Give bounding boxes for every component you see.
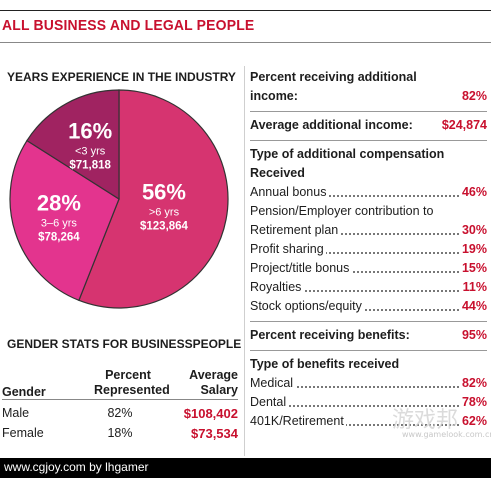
gender-header: Gender (2, 385, 46, 399)
dotted-leader (250, 386, 487, 388)
list-item-value: 44% (459, 297, 487, 316)
divider (250, 111, 487, 112)
dotted-leader (250, 309, 487, 311)
percent-header: Percent Represented (94, 368, 170, 398)
watermark-logo: 游戏邦 (392, 408, 459, 433)
dotted-leader (250, 424, 487, 426)
list-item-label: Retirement plan (250, 223, 341, 237)
header-underline (2, 399, 238, 400)
column-divider (244, 66, 245, 456)
list-item: Profit sharing 19% (250, 240, 487, 259)
dotted-leader (250, 405, 487, 407)
pie-salary-label: $123,864 (140, 221, 189, 233)
pie-salary-label: $78,264 (38, 232, 80, 244)
gender-cell: Female (2, 426, 44, 440)
avg-additional-value: $24,874 (439, 116, 487, 135)
percent-header-line2: Represented (94, 383, 170, 397)
list-item-value: 11% (460, 278, 487, 297)
pie-percent-label: 56% (142, 180, 186, 205)
pie-slice (78, 89, 229, 309)
list-item-value: 15% (459, 259, 487, 278)
pie-percent-label: 16% (68, 118, 112, 143)
benefit-types-title: Type of benefits received (250, 357, 400, 371)
dotted-leader (250, 271, 487, 273)
list-item: Pension/Employer contribution to (250, 202, 487, 221)
list-item-label: Dental (250, 395, 289, 409)
pie-range-label: <3 yrs (75, 145, 106, 157)
dotted-leader (250, 195, 487, 197)
top-rule (0, 10, 491, 11)
pie-range-label: >6 yrs (149, 207, 180, 219)
additional-income-row: income: 82% (250, 87, 487, 106)
additional-income-label-1: Percent receiving additional (250, 70, 417, 84)
list-item-value: 19% (459, 240, 487, 259)
pie-slice (9, 139, 120, 302)
footer-bar: www.cgjoy.com by lhgamer (0, 458, 491, 478)
list-item: Medical 82% (250, 374, 487, 393)
list-item-value: 78% (459, 393, 487, 412)
divider (250, 140, 487, 141)
divider (250, 321, 487, 322)
list-item-label: Royalties (250, 280, 304, 294)
list-item: Stock options/equity 44% (250, 297, 487, 316)
comp-types-title-1: Type of additional compensation (250, 147, 445, 161)
comp-types-title-2: Received (250, 166, 305, 180)
pie-range-label: 3–6 yrs (41, 218, 78, 230)
table-row: Female 18% $73,534 (2, 426, 238, 444)
percent-header-line1: Percent (105, 368, 151, 382)
list-item: Project/title bonus 15% (250, 259, 487, 278)
list-item: Retirement plan 30% (250, 221, 487, 240)
dotted-leader (250, 233, 487, 235)
comp-types-list: Annual bonus 46% Pension/Employer contribu… (250, 183, 487, 316)
gender-cell: Male (2, 406, 30, 420)
salary-header-line2: Salary (200, 383, 238, 397)
benefits-value: 95% (459, 326, 487, 345)
list-item: Royalties 11% (250, 278, 487, 297)
pie-salary-label: $71,818 (69, 159, 111, 171)
list-item-value: 46% (459, 183, 487, 202)
percent-cell: 82% (107, 406, 133, 420)
salary-cell: $73,534 (191, 426, 238, 441)
watermark-url: www.gamelook.com.cn (402, 430, 491, 439)
dotted-leader (250, 252, 487, 254)
percent-cell: 18% (107, 426, 133, 440)
list-item: 401K/Retirement 62% (250, 412, 487, 431)
compensation-panel: Percent receiving additional income: 82%… (250, 68, 487, 431)
additional-income-label-2: income: (250, 89, 300, 103)
benefits-row: Percent receiving benefits: 95% (250, 326, 487, 345)
footer-credit: www.cgjoy.com by lhgamer (4, 460, 149, 474)
list-item-label: Pension/Employer contribution to (250, 204, 436, 218)
list-item-value: 82% (459, 374, 487, 393)
pie-percent-label: 28% (37, 191, 81, 216)
additional-income-value: 82% (459, 87, 487, 106)
list-item-label: 401K/Retirement (250, 414, 346, 428)
salary-header-line1: Average (189, 368, 238, 382)
chart-title: YEARS EXPERIENCE IN THE INDUSTRY (7, 70, 236, 84)
gender-section-title: GENDER STATS FOR BUSINESSPEOPLE (7, 337, 242, 351)
divider (250, 350, 487, 351)
pie-slice (26, 89, 120, 201)
list-item-label: Annual bonus (250, 185, 329, 199)
salary-header: Average Salary (170, 368, 238, 398)
title-divider (0, 42, 491, 43)
experience-pie-chart: 56% >6 yrs $123,864 28% 3–6 yrs $78,264 16% <3 … (9, 89, 229, 309)
table-row: Male 82% $108,402 (2, 406, 238, 424)
salary-cell: $108,402 (183, 406, 238, 421)
list-item-label: Project/title bonus (250, 261, 352, 275)
avg-additional-label: Average additional income: (250, 118, 415, 132)
benefits-label: Percent receiving benefits: (250, 328, 412, 342)
list-item-label: Profit sharing (250, 242, 326, 256)
page-title: ALL BUSINESS AND LEGAL PEOPLE (2, 17, 255, 34)
list-item-label: Stock options/equity (250, 299, 364, 313)
benefit-types-list: Medical 82% Dental 78% 401K/Retirement 62% (250, 374, 487, 431)
list-item: Dental 78% (250, 393, 487, 412)
avg-additional-row: Average additional income: $24,874 (250, 116, 487, 135)
list-item-label: Medical (250, 376, 296, 390)
list-item-value: 30% (459, 221, 487, 240)
dotted-leader (250, 290, 487, 292)
list-item: Annual bonus 46% (250, 183, 487, 202)
list-item-value: 62% (459, 412, 487, 431)
